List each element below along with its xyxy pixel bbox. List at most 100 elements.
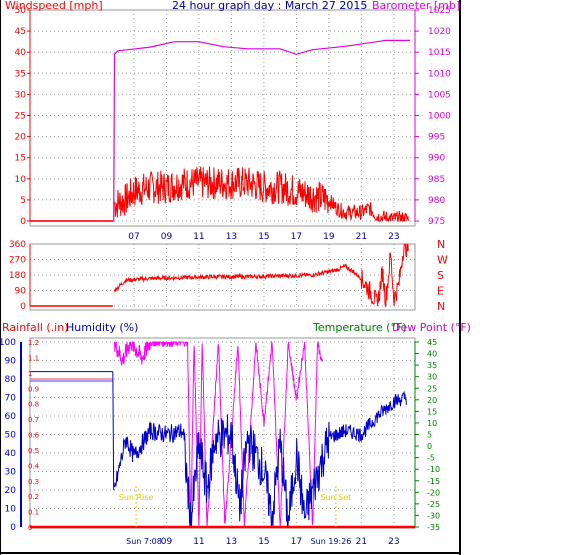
p1-barometer-tick: 980 [428,196,445,206]
sun-rise-time-label: Sun 7:08 [126,537,162,546]
p3-temperature-tick: -10 [427,465,440,474]
p3-rain-tick: 0.2 [28,493,39,501]
p3-rain-tick: 0.6 [28,432,40,440]
p2-degree-tick: 270 [9,256,26,266]
p1-windspeed-tick: 40 [15,48,27,58]
humidity-series-line [114,390,407,528]
p1-x-tick-label: 13 [226,232,237,242]
p1-barometer-tick: 1020 [428,27,451,37]
p3-temperature-tick: 25 [427,384,437,393]
humidity-axis-label: Humidity (%) [66,321,139,334]
p3-rain-tick: 0.5 [28,447,39,455]
p1-x-tick-label: 19 [323,232,335,242]
p1-barometer-tick: 1005 [428,90,451,100]
p3-humidity-tick: 90 [5,357,17,367]
p1-barometer-tick: 985 [428,175,445,185]
p3-rain-tick: 0.9 [28,385,39,393]
p3-rain-tick: 1 [28,370,32,378]
p3-x-tick-label: 21 [356,537,367,547]
p3-rain-tick: 0.3 [28,478,39,486]
p3-rain-tick: 0.7 [28,416,39,424]
p1-x-tick-label: 07 [128,232,139,242]
p1-windspeed-tick: 0 [20,217,26,227]
rainfall-axis-label: Rainfall (.in) [2,321,69,334]
p1-x-tick-label: 23 [388,232,399,242]
p1-x-tick-label: 15 [258,232,269,242]
p1-windspeed-tick: 25 [15,112,26,122]
p3-temperature-tick: -15 [427,477,440,486]
p3-rain-tick: 0 [28,524,32,532]
sun-set-time-label: Sun 19:26 [311,537,352,546]
p3-rain-tick: 1.1 [28,354,39,362]
p2-compass-tick: E [437,285,444,298]
p3-humidity-tick: 30 [5,468,17,478]
p2-degree-tick: 180 [9,271,26,281]
p3-humidity-tick: 10 [5,505,17,515]
p3-humidity-tick: 60 [5,412,17,422]
p1-x-tick-label: 09 [161,232,173,242]
p3-temperature-tick: -25 [427,500,440,509]
p3-temperature-tick: -5 [427,454,435,463]
p3-temperature-tick: 15 [427,407,437,416]
p2-degree-tick: 90 [15,287,27,297]
p3-temperature-tick: -30 [427,511,440,520]
barometer-series-line [30,39,411,222]
p1-barometer-tick: 1025 [428,6,451,16]
p1-windspeed-tick: 20 [15,133,27,143]
p3-rain-tick: 1.2 [28,339,39,347]
p3-humidity-tick: 40 [5,449,17,459]
p2-degree-tick: 360 [9,240,26,250]
p2-compass-tick: N [437,238,445,251]
p1-x-tick-label: 17 [291,232,302,242]
p3-humidity-tick: 100 [0,338,16,348]
p3-x-tick-label: 15 [258,537,269,547]
p3-humidity-tick: 70 [5,394,17,404]
p3-x-tick-label: 11 [193,537,204,547]
p3-x-tick-label: 23 [388,537,399,547]
p3-x-tick-label: 17 [291,537,302,547]
p3-temperature-tick: -20 [427,488,440,497]
p1-barometer-tick: 990 [428,154,445,164]
p1-windspeed-tick: 5 [20,196,26,206]
p1-barometer-tick: 1000 [428,112,451,122]
p3-temperature-tick: 5 [427,431,432,440]
p2-compass-tick: S [437,269,444,282]
p3-humidity-tick: 20 [5,486,17,496]
windspeed-axis-label: Windspeed [mph] [5,0,103,12]
sun-set-label: Sun Set [320,493,351,502]
p3-temperature-tick: 45 [427,338,437,347]
chart-title: 24 hour graph day : March 27 2015 [172,0,368,12]
p3-temperature-tick: 20 [427,396,437,405]
p3-temperature-tick: 10 [427,419,437,428]
p2-degree-tick: 0 [20,302,26,312]
windspeed-series-line [114,166,409,222]
p1-barometer-tick: 995 [428,133,445,143]
p1-windspeed-tick: 50 [15,6,27,16]
wind-direction-series-line [114,243,409,308]
p1-barometer-tick: 975 [428,217,445,227]
sun-rise-label: Sun Rise [119,493,154,502]
p3-temperature-tick: -35 [427,523,440,532]
p1-windspeed-tick: 10 [15,175,27,185]
p3-humidity-tick: 50 [5,431,17,441]
p3-x-tick-label: 09 [161,537,173,547]
p3-temperature-tick: 0 [427,442,432,451]
p1-windspeed-tick: 35 [15,69,26,79]
p1-x-tick-label: 11 [193,232,204,242]
p3-temperature-tick: 30 [427,373,437,382]
p3-rain-tick: 0.4 [28,462,40,470]
p3-rain-tick: 0.8 [28,401,39,409]
dewpoint-series-line [114,340,323,528]
temperature-axis-label: Temperature (°F) [313,321,407,334]
humidity-drop-line [112,371,115,491]
p2-compass-tick: W [437,254,448,267]
p1-barometer-tick: 1015 [428,48,451,58]
p3-humidity-tick: 80 [5,375,17,385]
p1-windspeed-tick: 15 [15,154,26,164]
p2-compass-tick: N [437,300,445,313]
p1-barometer-tick: 1010 [428,69,451,79]
p3-humidity-tick: 0 [10,523,16,533]
p3-temperature-tick: 35 [427,361,437,370]
p3-x-tick-label: 13 [226,537,237,547]
